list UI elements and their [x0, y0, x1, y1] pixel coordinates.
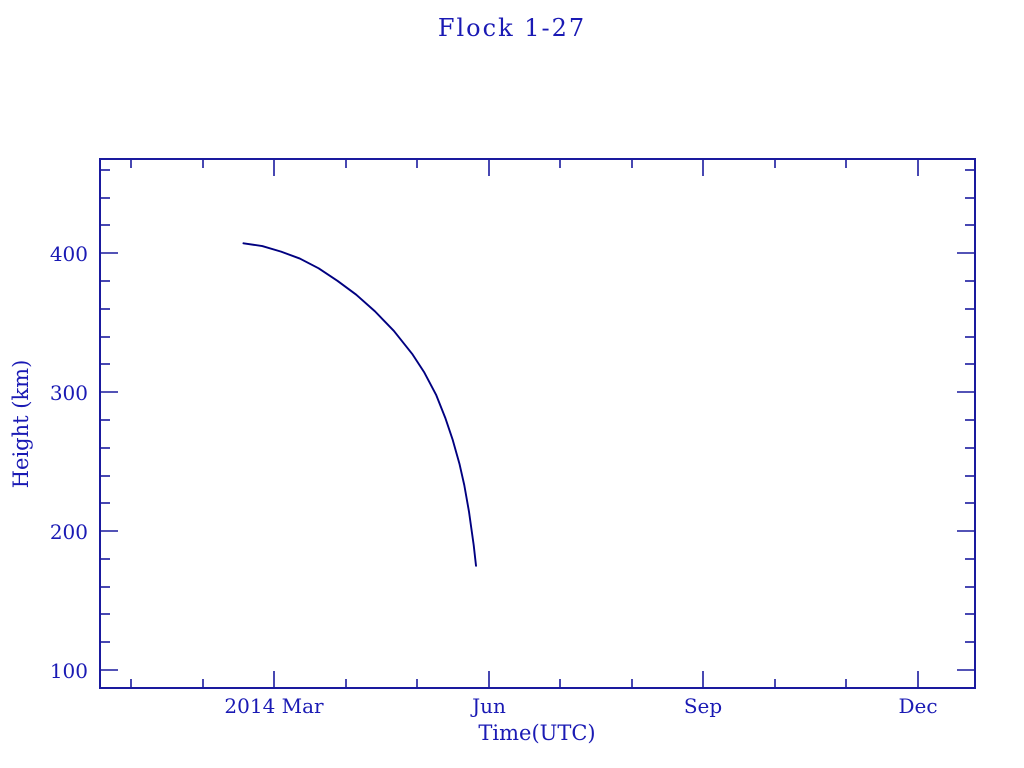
y-tick-label-300: 300 — [50, 381, 88, 405]
x-axis-title: Time(UTC) — [478, 721, 595, 745]
y-tick-label-200: 200 — [50, 520, 88, 544]
data-series-line — [242, 242, 477, 567]
y-axis-minor-ticks — [100, 169, 975, 643]
y-axis-title: Height (km) — [9, 360, 33, 489]
x-tick-label-mar: 2014 Mar — [224, 694, 324, 718]
y-tick-label-400: 400 — [50, 242, 88, 266]
x-tick-label-jun: Jun — [470, 694, 506, 718]
y-axis-major-ticks — [100, 252, 975, 671]
x-tick-label-dec: Dec — [898, 694, 937, 718]
plot-frame — [99, 158, 976, 689]
x-tick-label-sep: Sep — [684, 694, 722, 718]
x-axis-minor-ticks — [130, 159, 847, 688]
x-axis-major-ticks — [273, 159, 919, 688]
y-tick-label-100: 100 — [50, 659, 88, 683]
chart-title: Flock 1-27 — [437, 14, 587, 42]
